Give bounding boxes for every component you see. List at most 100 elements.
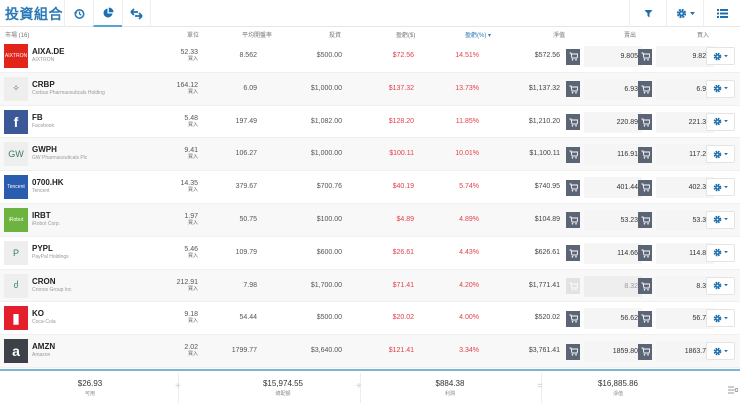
instrument-symbol[interactable]: CRON: [32, 276, 56, 286]
sell-button[interactable]: 114.66: [566, 242, 642, 264]
position-settings-button[interactable]: [706, 79, 735, 98]
position-settings-button[interactable]: [706, 309, 735, 328]
cart-icon: [566, 81, 580, 98]
position-settings-button[interactable]: [706, 145, 735, 164]
position-settings-button[interactable]: [706, 112, 735, 131]
instrument-symbol[interactable]: KO: [32, 309, 44, 319]
table-row[interactable]: GW GWPH GW Pharmaceuticals Plc 9.41 買入 10…: [0, 138, 740, 172]
position-settings-button[interactable]: [706, 47, 735, 65]
settings-dropdown[interactable]: [666, 0, 703, 27]
col-units[interactable]: 單位: [187, 33, 200, 39]
buy-button[interactable]: 56.73: [638, 308, 714, 330]
instrument-name: GW Pharmaceuticals Plc: [32, 155, 88, 162]
buy-button[interactable]: 53.36: [638, 209, 714, 231]
gear-icon: [713, 183, 722, 192]
units-direction-label: 買入: [187, 219, 198, 226]
instrument-symbol[interactable]: GWPH: [32, 145, 57, 155]
table-row[interactable]: P PYPL PayPal Holdings 5.46 買入 109.79 $60…: [0, 237, 740, 270]
col-pl-usd[interactable]: 盈虧($): [396, 33, 416, 39]
sell-button[interactable]: 1859.80: [566, 341, 642, 363]
table-row[interactable]: Tencent 0700.HK Tencent 14.35 買入 379.67 $…: [0, 171, 740, 204]
table-row[interactable]: f FB Facebook 5.48 買入 197.49 $1,082.00 $1…: [0, 106, 740, 139]
sell-button[interactable]: 8.32: [566, 275, 642, 297]
gear-icon: [713, 117, 722, 126]
sell-button[interactable]: 9.805: [566, 46, 642, 67]
position-settings-button[interactable]: [706, 210, 735, 229]
chevron-down-icon: [724, 316, 728, 320]
chevron-down-icon: [724, 349, 728, 352]
summary-toggle-icon[interactable]: [728, 381, 739, 399]
table-row[interactable]: ▮ KO Coca-Cola 9.18 買入 54.44 $500.00 $20.…: [0, 302, 740, 336]
filter-button[interactable]: [629, 0, 666, 27]
sell-button[interactable]: 116.91: [566, 144, 642, 166]
pl-pct-cell: 4.20%: [459, 281, 479, 289]
invested-cell: $600.00: [316, 248, 342, 256]
table-row[interactable]: ✧ CRBP Corbus Pharmaceuticals Holding 16…: [0, 72, 740, 106]
avg-open-cell: 7.98: [243, 281, 257, 289]
sell-button[interactable]: 6.93: [566, 78, 642, 100]
buy-button[interactable]: 402.36: [638, 177, 714, 199]
invested-cell: $700.76: [316, 183, 342, 191]
col-pl-pct[interactable]: 盈虧(%) ▾: [465, 33, 492, 39]
sell-button[interactable]: 56.62: [566, 308, 642, 330]
list-icon: [716, 9, 728, 18]
invested-cell: $500.00: [316, 314, 342, 322]
sell-price: 1859.80: [584, 341, 642, 363]
table-row[interactable]: a AMZN Amazon 2.02 買入 1799.77 $3,640.00 $…: [0, 335, 740, 368]
instrument-symbol[interactable]: AIXA.DE: [32, 47, 65, 56]
instrument-symbol[interactable]: FB: [32, 112, 43, 122]
units-cell: 5.46 買入: [150, 246, 198, 260]
position-settings-button[interactable]: [706, 276, 735, 295]
col-market[interactable]: 市場 (16): [5, 33, 30, 39]
instrument-name: PayPal Holdings: [32, 253, 69, 260]
units-direction-label: 買入: [187, 56, 198, 62]
tab-transfers[interactable]: [122, 0, 151, 27]
cart-icon: [566, 48, 580, 65]
instrument-symbol[interactable]: IRBT: [32, 210, 51, 220]
col-invested[interactable]: 投資: [329, 33, 342, 39]
sell-price: 53.23: [584, 209, 642, 231]
position-settings-button[interactable]: [706, 243, 735, 262]
buy-button[interactable]: 114.87: [638, 242, 714, 264]
avg-open-cell: 197.49: [235, 117, 257, 125]
buy-button[interactable]: 221.30: [638, 111, 714, 133]
sell-button[interactable]: 220.89: [566, 111, 642, 133]
sell-button[interactable]: 53.23: [566, 209, 642, 231]
table-row[interactable]: ძ CRON Cronos Group Inc 212.91 買入 7.98 $1…: [0, 269, 740, 303]
buy-button[interactable]: 9.827: [638, 46, 714, 67]
cart-icon: [638, 212, 652, 229]
chevron-down-icon: [724, 284, 728, 287]
instrument-logo: a: [4, 339, 28, 364]
buy-button[interactable]: 117.23: [638, 144, 714, 166]
col-avg-open[interactable]: 平均開盤率: [242, 33, 273, 39]
instrument-symbol[interactable]: 0700.HK: [32, 178, 64, 188]
col-buy[interactable]: 買入: [697, 33, 710, 39]
tab-history[interactable]: [64, 0, 93, 27]
value-cell: $3,761.41: [528, 347, 560, 355]
buy-price: 1863.79: [656, 341, 714, 363]
avg-open-cell: 8.562: [239, 52, 257, 59]
plus-sign: +: [356, 381, 362, 392]
col-sell[interactable]: 賣出: [624, 33, 637, 39]
value-cell: $104.89: [534, 215, 560, 223]
instrument-symbol[interactable]: PYPL: [32, 243, 53, 253]
col-value[interactable]: 淨值: [553, 33, 566, 39]
instrument-symbol[interactable]: CRBP: [32, 79, 55, 89]
buy-button[interactable]: 1863.79: [638, 341, 714, 363]
table-row[interactable]: AIXTRON AIXA.DE AIXTRON 52.33 買入 8.562 $5…: [0, 40, 740, 73]
list-view-button[interactable]: [703, 0, 740, 27]
value-cell: $740.95: [534, 183, 560, 191]
instrument-logo: P: [4, 240, 28, 265]
table-row[interactable]: iRobot IRBT iRobot Corp. 1.97 買入 50.75 $1…: [0, 203, 740, 237]
cart-icon: [638, 114, 652, 131]
tab-portfolio[interactable]: [93, 0, 122, 27]
buy-button[interactable]: 6.96: [638, 78, 714, 100]
buy-price: 114.87: [656, 242, 714, 264]
position-settings-button[interactable]: [706, 178, 735, 197]
sell-button[interactable]: 401.44: [566, 177, 642, 199]
instrument-symbol[interactable]: AMZN: [32, 342, 56, 352]
buy-button[interactable]: 8.35: [638, 275, 714, 297]
pl-pct-cell: 4.00%: [459, 314, 479, 322]
units-direction-label: 買入: [187, 187, 198, 194]
position-settings-button[interactable]: [706, 342, 735, 361]
